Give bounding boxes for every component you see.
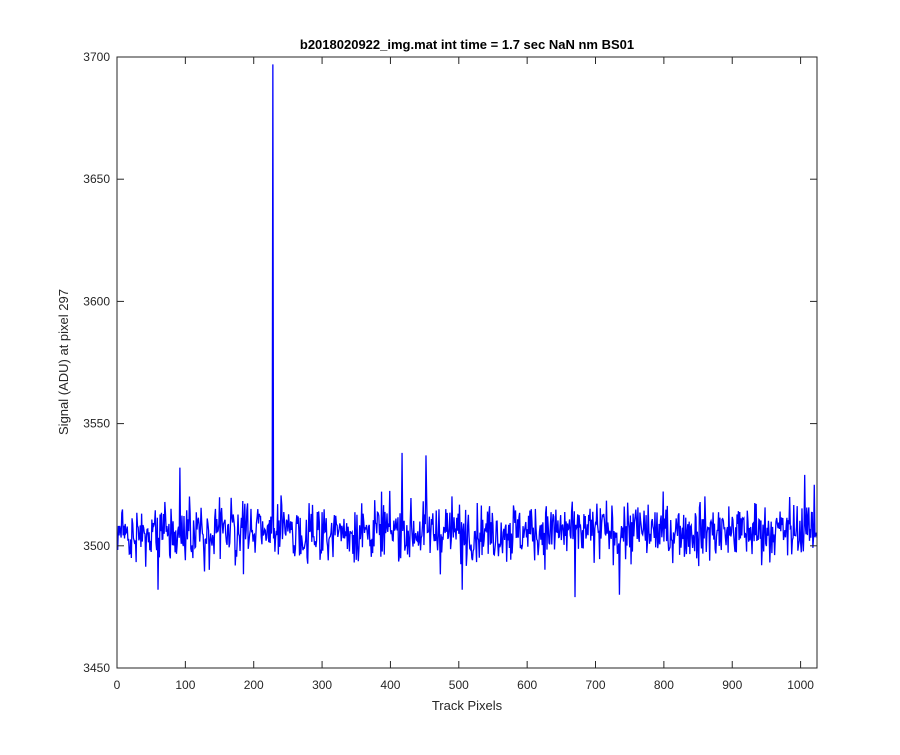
- y-tick-label: 3500: [83, 539, 110, 553]
- x-tick-label: 900: [722, 678, 742, 692]
- x-tick-label: 1000: [787, 678, 814, 692]
- x-tick-label: 300: [312, 678, 332, 692]
- x-tick-label: 100: [175, 678, 195, 692]
- y-tick-label: 3550: [83, 417, 110, 431]
- series-layer: [117, 64, 817, 598]
- x-axis-label: Track Pixels: [432, 698, 503, 713]
- axes-layer: 0 100 200 300 400 500 600 700 800 900 1000 3450 3500…: [83, 50, 818, 692]
- y-tick-label: 3650: [83, 172, 110, 186]
- y-tick-label: 3450: [83, 661, 110, 675]
- x-tick-label: 200: [244, 678, 264, 692]
- y-tick-label: 3700: [83, 50, 110, 64]
- chart-title: b2018020922_img.mat int time = 1.7 sec N…: [300, 37, 634, 52]
- x-tick-label: 700: [586, 678, 606, 692]
- axes-box: [116, 56, 818, 669]
- y-tick-label: 3600: [83, 294, 110, 308]
- plot-area: [117, 57, 817, 668]
- x-tick-label: 0: [114, 678, 121, 692]
- x-tick-label: 800: [654, 678, 674, 692]
- series-line-signal: [117, 64, 817, 598]
- x-tick-label: 400: [380, 678, 400, 692]
- x-tick-label: 600: [517, 678, 537, 692]
- y-axis-label: Signal (ADU) at pixel 297: [56, 289, 71, 435]
- x-tick-label: 500: [449, 678, 469, 692]
